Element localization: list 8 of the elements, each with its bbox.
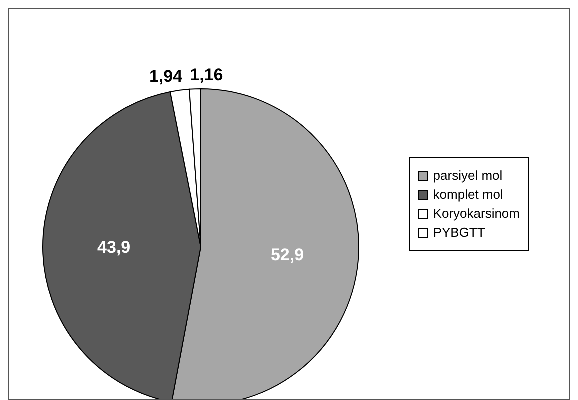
data-label: 52,9: [270, 246, 304, 265]
data-label: 1,16: [190, 66, 224, 85]
legend-label: komplet mol: [433, 187, 504, 202]
legend-label: parsiyel mol: [433, 168, 503, 183]
data-label: 1,94: [149, 67, 184, 86]
data-label: 43,9: [98, 238, 131, 257]
legend-label: PYBGTT: [433, 225, 486, 240]
legend-label: Koryokarsinom: [433, 206, 520, 221]
